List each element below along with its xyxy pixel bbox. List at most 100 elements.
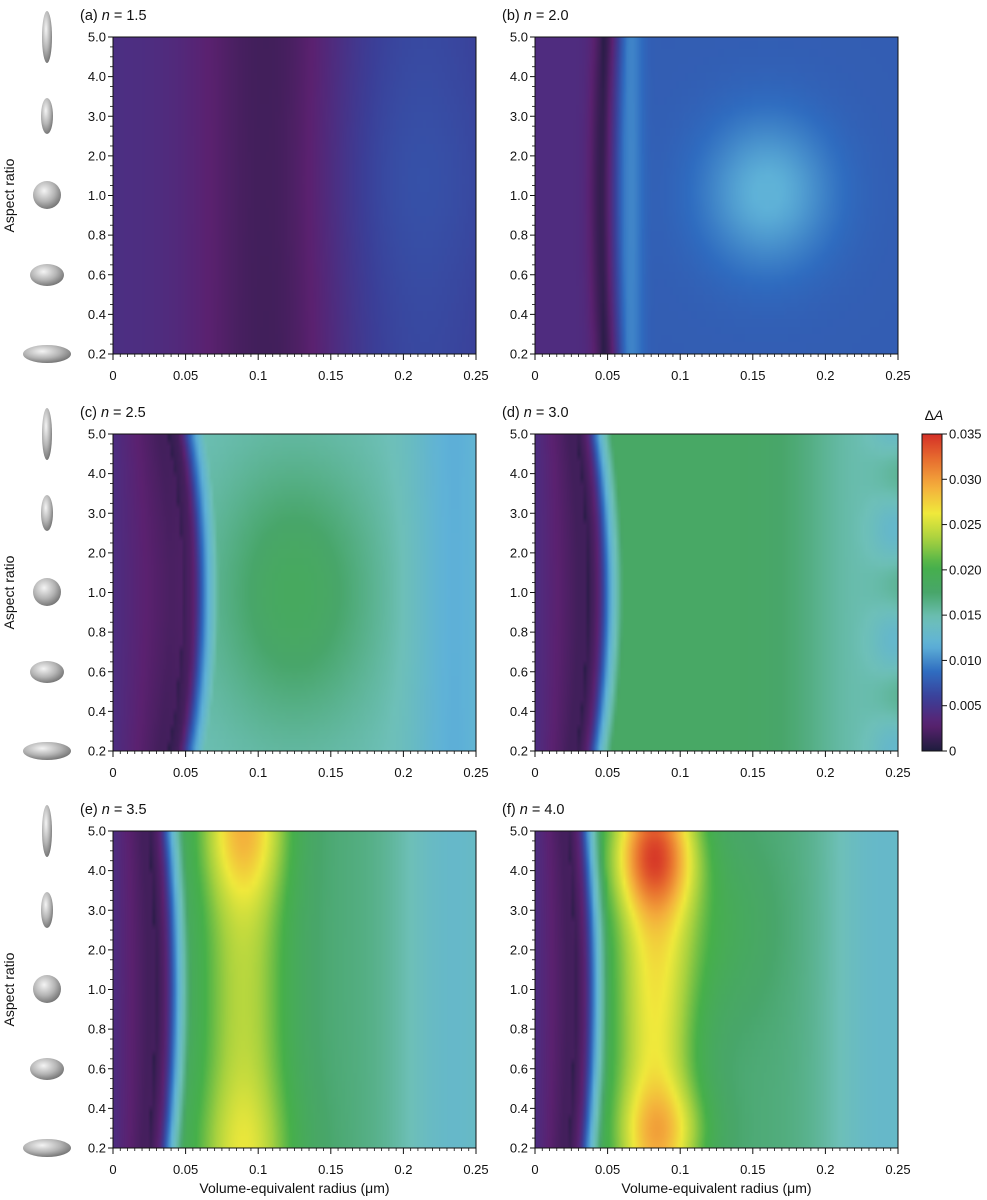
y-tick-label: 0.8	[88, 1022, 106, 1037]
x-tick-label: 0.2	[816, 368, 834, 383]
y-tick-label: 3.0	[510, 109, 528, 124]
x-tick-label: 0.2	[394, 765, 412, 780]
y-tick-label: 0.4	[88, 704, 106, 719]
colorbar-tick-label: 0.030	[949, 472, 982, 487]
heatmap-image	[113, 831, 476, 1148]
y-tick-label: 0.8	[510, 228, 528, 243]
y-tick-label: 3.0	[510, 506, 528, 521]
x-tick-label: 0.2	[394, 368, 412, 383]
x-tick-label: 0.05	[595, 368, 620, 383]
y-tick-label: 0.4	[510, 704, 528, 719]
y-axis-title: Aspect ratio	[1, 952, 17, 1026]
y-tick-label: 0.2	[88, 1141, 106, 1156]
x-tick-label: 0.25	[885, 1162, 910, 1177]
x-tick-label: 0.2	[816, 1162, 834, 1177]
y-axis-title: Aspect ratio	[1, 555, 17, 629]
y-tick-label: 0.2	[88, 347, 106, 362]
panel-d: (d) n = 3.00.20.40.60.81.02.03.04.05.00 0…	[502, 405, 911, 780]
y-tick-label: 2.0	[510, 942, 528, 957]
y-tick-label: 0.2	[510, 744, 528, 759]
particle-shape-prolate5	[42, 408, 52, 460]
panel-title: (a) n = 1.5	[80, 8, 147, 24]
y-tick-label: 1.0	[88, 585, 106, 600]
y-tick-label: 4.0	[510, 863, 528, 878]
y-tick-label: 4.0	[510, 69, 528, 84]
y-tick-label: 5.0	[510, 30, 528, 45]
x-tick-label: 0.1	[671, 368, 689, 383]
y-tick-label: 2.0	[88, 545, 106, 560]
y-tick-label: 0.4	[510, 307, 528, 322]
heatmap-image	[535, 37, 898, 354]
y-tick-label: 4.0	[510, 466, 528, 481]
panel-title: (c) n = 2.5	[80, 405, 146, 421]
y-tick-label: 2.0	[510, 545, 528, 560]
particle-shape-oblate2	[30, 661, 64, 683]
panel-c: (c) n = 2.50.20.40.60.81.02.03.04.05.00 0…	[1, 405, 489, 780]
panel-title: (d) n = 3.0	[502, 405, 569, 421]
colorbar-title: ΔA	[925, 407, 944, 423]
x-tick-label: 0	[531, 368, 538, 383]
particle-shape-prolate5	[42, 805, 52, 857]
x-tick-label: 0.1	[249, 368, 267, 383]
y-tick-label: 0.6	[510, 664, 528, 679]
panel-f: (f) n = 4.00.20.40.60.81.02.03.04.05.00 0…	[502, 802, 911, 1196]
y-tick-label: 0.8	[510, 625, 528, 640]
x-tick-label: 0.15	[740, 1162, 765, 1177]
y-tick-label: 4.0	[88, 466, 106, 481]
x-tick-label: 0.05	[595, 1162, 620, 1177]
colorbar-tick-label: 0	[949, 744, 956, 759]
panel-b: (b) n = 2.00.20.40.60.81.02.03.04.05.00 0…	[502, 8, 911, 383]
particle-shape-sphere	[33, 975, 61, 1003]
particle-shape-oblate2	[30, 1058, 64, 1080]
colorbar-tick-label: 0.035	[949, 427, 982, 442]
heatmap-image	[113, 434, 476, 751]
x-tick-label: 0.1	[671, 1162, 689, 1177]
x-tick-label: 0.15	[318, 1162, 343, 1177]
y-tick-label: 1.0	[510, 982, 528, 997]
particle-shape-prolate3	[41, 495, 53, 531]
x-tick-label: 0.15	[318, 765, 343, 780]
y-tick-label: 2.0	[88, 942, 106, 957]
y-tick-label: 0.6	[510, 1061, 528, 1076]
particle-shape-oblate2	[30, 264, 64, 286]
x-axis-title: Volume-equivalent radius (μm)	[199, 1180, 389, 1196]
y-tick-label: 1.0	[510, 585, 528, 600]
y-tick-label: 5.0	[88, 824, 106, 839]
panel-e: (e) n = 3.50.20.40.60.81.02.03.04.05.00 0…	[1, 802, 489, 1196]
y-tick-label: 0.6	[88, 267, 106, 282]
x-tick-label: 0.15	[318, 368, 343, 383]
x-tick-label: 0.15	[740, 765, 765, 780]
particle-shape-oblate5	[23, 742, 71, 760]
heatmap-image	[535, 434, 898, 751]
particle-shape-sphere	[33, 181, 61, 209]
y-tick-label: 3.0	[88, 506, 106, 521]
y-tick-label: 0.6	[510, 267, 528, 282]
y-tick-label: 0.4	[88, 1101, 106, 1116]
x-tick-label: 0.05	[173, 1162, 198, 1177]
colorbar-tick-label: 0.010	[949, 653, 982, 668]
x-tick-label: 0	[531, 1162, 538, 1177]
x-tick-label: 0	[109, 1162, 116, 1177]
x-tick-label: 0.15	[740, 368, 765, 383]
x-tick-label: 0.2	[394, 1162, 412, 1177]
x-axis-title: Volume-equivalent radius (μm)	[621, 1180, 811, 1196]
panel-title: (e) n = 3.5	[80, 802, 147, 818]
x-tick-label: 0.2	[816, 765, 834, 780]
heatmap-image	[535, 831, 898, 1148]
x-tick-label: 0	[109, 765, 116, 780]
x-tick-label: 0.25	[885, 765, 910, 780]
y-tick-label: 0.4	[510, 1101, 528, 1116]
y-tick-label: 0.2	[510, 1141, 528, 1156]
particle-shape-sphere	[33, 578, 61, 606]
x-tick-label: 0.1	[249, 765, 267, 780]
panel-title: (b) n = 2.0	[502, 8, 569, 24]
y-tick-label: 0.4	[88, 307, 106, 322]
x-tick-label: 0.05	[173, 765, 198, 780]
y-tick-label: 0.8	[510, 1022, 528, 1037]
particle-shape-prolate3	[41, 98, 53, 134]
particle-shape-oblate5	[23, 345, 71, 363]
colorbar-tick-label: 0.015	[949, 608, 982, 623]
y-tick-label: 4.0	[88, 69, 106, 84]
particle-shape-prolate3	[41, 892, 53, 928]
